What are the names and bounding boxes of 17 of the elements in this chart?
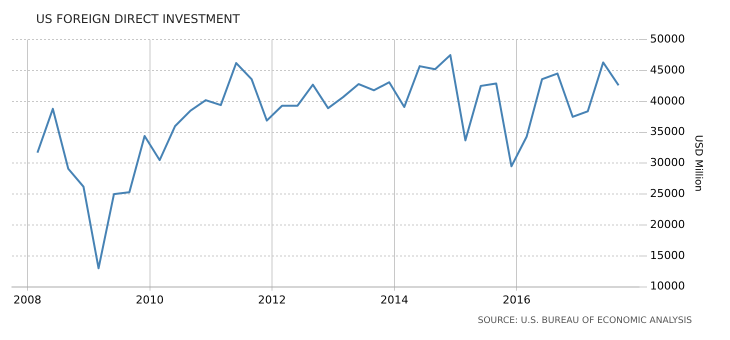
y-tick-label: 40000 [650, 94, 686, 108]
x-tick-label: 2012 [258, 293, 286, 306]
y-tick-label: 30000 [650, 156, 686, 170]
chart-title: US FOREIGN DIRECT INVESTMENT [35, 11, 241, 28]
source-note: SOURCE: U.S. BUREAU OF ECONOMIC ANALYSIS [476, 316, 693, 326]
y-tick-label: 45000 [650, 63, 686, 76]
y-tick-label: 50000 [650, 32, 686, 46]
y-axis-title: USD Million [692, 134, 704, 192]
x-tick-label: 2014 [380, 293, 408, 306]
y-tick-label: 15000 [650, 248, 686, 262]
x-tick-label: 2008 [13, 293, 42, 306]
y-tick-label: 20000 [650, 218, 686, 231]
x-tick-label: 2016 [502, 293, 531, 306]
x-tick-label: 2010 [136, 293, 164, 306]
y-tick-label: 35000 [650, 125, 686, 138]
y-tick-label: 25000 [650, 186, 686, 200]
y-tick-label: 10000 [650, 280, 686, 293]
